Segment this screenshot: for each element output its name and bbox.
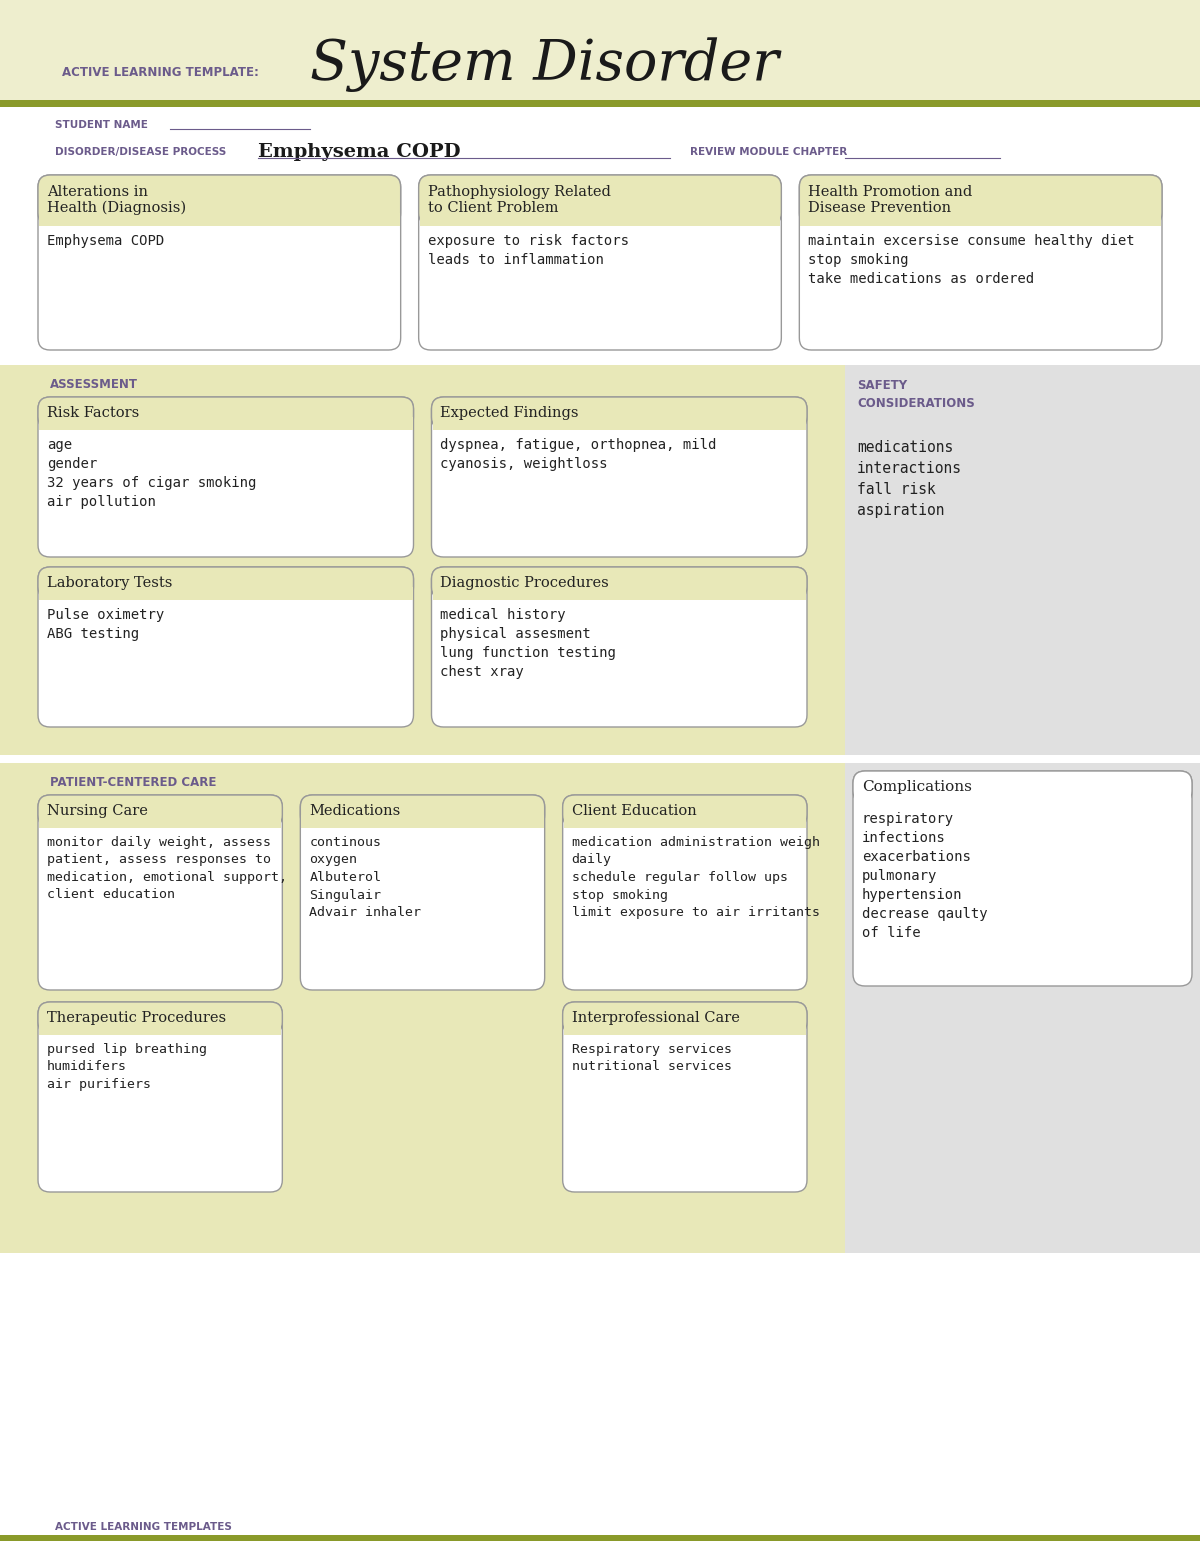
FancyBboxPatch shape xyxy=(38,398,414,558)
Text: ACTIVE LEARNING TEMPLATES: ACTIVE LEARNING TEMPLATES xyxy=(55,1522,232,1531)
Text: respiratory
infections
exacerbations
pulmonary
hypertension
decrease qaulty
of l: respiratory infections exacerbations pul… xyxy=(862,812,988,940)
Text: STUDENT NAME: STUDENT NAME xyxy=(55,120,148,130)
Bar xyxy=(845,763,1200,1253)
Text: medical history
physical assesment
lung function testing
chest xray: medical history physical assesment lung … xyxy=(440,609,617,679)
Text: Interprofessional Care: Interprofessional Care xyxy=(571,1011,739,1025)
FancyBboxPatch shape xyxy=(38,175,401,349)
Text: Pulse oximetry
ABG testing: Pulse oximetry ABG testing xyxy=(47,609,164,641)
Bar xyxy=(432,587,806,599)
FancyBboxPatch shape xyxy=(799,175,1162,225)
Text: medication administration weigh
daily
schedule regular follow ups
stop smoking
l: medication administration weigh daily sc… xyxy=(571,836,820,919)
Text: Emphysema COPD: Emphysema COPD xyxy=(47,235,164,248)
FancyBboxPatch shape xyxy=(853,770,1192,803)
Text: pursed lip breathing
humidifers
air purifiers: pursed lip breathing humidifers air puri… xyxy=(47,1044,208,1092)
Bar xyxy=(38,418,413,430)
Text: Laboratory Tests: Laboratory Tests xyxy=(47,576,173,590)
Bar xyxy=(0,1534,1200,1541)
Text: Medications: Medications xyxy=(310,804,401,818)
FancyBboxPatch shape xyxy=(432,567,808,727)
FancyBboxPatch shape xyxy=(432,398,808,558)
FancyBboxPatch shape xyxy=(38,795,282,989)
Text: Complications: Complications xyxy=(862,780,972,794)
Bar xyxy=(0,365,845,755)
FancyBboxPatch shape xyxy=(853,770,1192,986)
Text: continous
oxygen
Albuterol
Singulair
Advair inhaler: continous oxygen Albuterol Singulair Adv… xyxy=(310,836,421,919)
Text: Therapeutic Procedures: Therapeutic Procedures xyxy=(47,1011,226,1025)
Bar xyxy=(564,1022,806,1034)
Text: Respiratory services
nutritional services: Respiratory services nutritional service… xyxy=(571,1044,732,1073)
FancyBboxPatch shape xyxy=(419,175,781,225)
Text: Alterations in
Health (Diagnosis): Alterations in Health (Diagnosis) xyxy=(47,185,186,216)
FancyBboxPatch shape xyxy=(300,795,545,989)
FancyBboxPatch shape xyxy=(300,795,545,828)
Text: System Disorder: System Disorder xyxy=(310,37,779,92)
Bar xyxy=(0,763,845,1253)
Bar xyxy=(854,790,1190,804)
Bar xyxy=(0,99,1200,107)
Text: Client Education: Client Education xyxy=(571,804,696,818)
Bar xyxy=(0,0,1200,99)
Text: exposure to risk factors
leads to inflammation: exposure to risk factors leads to inflam… xyxy=(427,235,629,267)
FancyBboxPatch shape xyxy=(38,1002,282,1034)
Text: Health Promotion and
Disease Prevention: Health Promotion and Disease Prevention xyxy=(809,185,972,216)
Text: SAFETY: SAFETY xyxy=(857,379,907,391)
Bar xyxy=(845,365,1200,755)
Bar xyxy=(38,587,413,599)
Bar xyxy=(38,1022,281,1034)
Bar xyxy=(800,213,1162,227)
Bar xyxy=(564,815,806,828)
FancyBboxPatch shape xyxy=(563,1002,808,1034)
Text: Expected Findings: Expected Findings xyxy=(440,405,580,419)
FancyBboxPatch shape xyxy=(38,398,414,429)
FancyBboxPatch shape xyxy=(432,398,808,429)
FancyBboxPatch shape xyxy=(563,795,808,828)
Text: PATIENT-CENTERED CARE: PATIENT-CENTERED CARE xyxy=(50,776,216,789)
Bar xyxy=(301,815,544,828)
Bar xyxy=(420,213,780,227)
Text: Risk Factors: Risk Factors xyxy=(47,405,139,419)
FancyBboxPatch shape xyxy=(799,175,1162,349)
Bar xyxy=(38,815,281,828)
Text: medications
interactions
fall risk
aspiration: medications interactions fall risk aspir… xyxy=(857,439,962,519)
Bar xyxy=(432,418,806,430)
Text: CONSIDERATIONS: CONSIDERATIONS xyxy=(857,398,974,410)
Text: dyspnea, fatigue, orthopnea, mild
cyanosis, weightloss: dyspnea, fatigue, orthopnea, mild cyanos… xyxy=(440,438,716,471)
Text: maintain excersise consume healthy diet
stop smoking
take medications as ordered: maintain excersise consume healthy diet … xyxy=(809,235,1135,286)
Text: Diagnostic Procedures: Diagnostic Procedures xyxy=(440,576,610,590)
Text: ACTIVE LEARNING TEMPLATE:: ACTIVE LEARNING TEMPLATE: xyxy=(62,65,259,79)
FancyBboxPatch shape xyxy=(38,175,401,225)
Text: Emphysema COPD: Emphysema COPD xyxy=(258,143,461,162)
FancyBboxPatch shape xyxy=(38,1002,282,1193)
Text: REVIEW MODULE CHAPTER: REVIEW MODULE CHAPTER xyxy=(690,148,847,157)
FancyBboxPatch shape xyxy=(38,795,282,828)
Text: age
gender
32 years of cigar smoking
air pollution: age gender 32 years of cigar smoking air… xyxy=(47,438,257,509)
FancyBboxPatch shape xyxy=(563,795,808,989)
Text: Pathophysiology Related
to Client Problem: Pathophysiology Related to Client Proble… xyxy=(427,185,611,216)
FancyBboxPatch shape xyxy=(432,567,808,599)
FancyBboxPatch shape xyxy=(38,567,414,599)
FancyBboxPatch shape xyxy=(419,175,781,349)
Bar xyxy=(38,213,400,227)
Text: DISORDER/DISEASE PROCESS: DISORDER/DISEASE PROCESS xyxy=(55,148,227,157)
Text: Nursing Care: Nursing Care xyxy=(47,804,148,818)
FancyBboxPatch shape xyxy=(563,1002,808,1193)
Text: ASSESSMENT: ASSESSMENT xyxy=(50,379,138,391)
FancyBboxPatch shape xyxy=(38,567,414,727)
Text: monitor daily weight, assess
patient, assess responses to
medication, emotional : monitor daily weight, assess patient, as… xyxy=(47,836,287,901)
